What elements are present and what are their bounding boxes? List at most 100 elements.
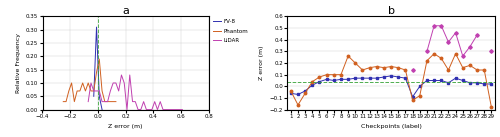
Phantom — [366, 67, 372, 68]
Phantom — [110, 101, 116, 102]
Line: Phantom: Phantom — [290, 52, 492, 109]
FV-8 — [482, 83, 488, 85]
LiDAR — [168, 109, 174, 110]
Phantom — [402, 69, 408, 71]
LiDAR — [130, 101, 136, 102]
Phantom — [80, 82, 86, 84]
LiDAR — [94, 90, 100, 92]
LiDAR — [157, 101, 163, 102]
FV-8 — [345, 79, 351, 80]
LiDAR — [138, 109, 144, 110]
Phantom — [68, 82, 74, 84]
Phantom — [460, 67, 466, 68]
FV-8 — [99, 109, 105, 110]
FV-8 — [488, 83, 494, 85]
Phantom — [352, 62, 358, 64]
Phantom — [96, 58, 102, 60]
Phantom — [345, 55, 351, 57]
Phantom — [99, 90, 105, 92]
Phantom — [94, 72, 100, 73]
LiDAR — [174, 109, 180, 110]
LiDAR — [104, 101, 110, 102]
Phantom — [60, 101, 66, 102]
Phantom — [417, 95, 423, 96]
FV-8 — [352, 77, 358, 79]
Legend: FV-8, Phantom, LiDAR: FV-8, Phantom, LiDAR — [213, 19, 248, 43]
FV-8 — [295, 94, 301, 95]
LiDAR — [146, 109, 152, 110]
FV-8 — [96, 95, 102, 97]
FV-8 — [374, 77, 380, 79]
FV-8 — [90, 95, 96, 97]
Phantom — [381, 67, 387, 68]
FV-8 — [381, 76, 387, 78]
FV-8 — [388, 75, 394, 77]
Phantom — [431, 53, 437, 55]
FV-8 — [417, 85, 423, 87]
Phantom — [488, 106, 494, 108]
FV-8 — [360, 77, 366, 79]
LiDAR — [121, 82, 127, 84]
FV-8 — [446, 82, 452, 84]
Phantom — [331, 74, 337, 75]
Phantom — [374, 66, 380, 67]
FV-8 — [366, 77, 372, 79]
LiDAR — [152, 101, 158, 102]
FV-8 — [331, 80, 337, 81]
LiDAR — [163, 109, 169, 110]
FV-8 — [474, 82, 480, 84]
FV-8 — [302, 90, 308, 92]
LiDAR — [154, 109, 160, 110]
LiDAR — [160, 109, 166, 110]
LiDAR — [135, 109, 141, 110]
Phantom — [88, 90, 94, 92]
LiDAR — [140, 101, 146, 102]
LiDAR — [149, 109, 155, 110]
X-axis label: Checkpoints (label): Checkpoints (label) — [360, 124, 422, 129]
FV-8 — [338, 79, 344, 80]
FV-8 — [431, 80, 437, 81]
FV-8 — [324, 79, 330, 80]
Phantom — [482, 69, 488, 71]
FV-8 — [310, 84, 316, 86]
FV-8 — [452, 77, 458, 79]
Title: a: a — [122, 6, 129, 16]
Phantom — [388, 66, 394, 67]
Phantom — [467, 65, 473, 66]
Phantom — [82, 90, 88, 92]
Phantom — [316, 76, 322, 78]
LiDAR — [171, 109, 177, 110]
Phantom — [295, 104, 301, 106]
LiDAR — [102, 101, 108, 102]
FV-8 — [94, 26, 100, 28]
FV-8 — [438, 80, 444, 81]
Phantom — [72, 101, 78, 102]
LiDAR — [118, 74, 124, 76]
LiDAR — [124, 109, 130, 110]
Y-axis label: Relative Frequency: Relative Frequency — [16, 33, 20, 93]
Phantom — [113, 101, 119, 102]
Phantom — [63, 101, 69, 102]
LiDAR — [110, 82, 116, 84]
Phantom — [338, 74, 344, 75]
LiDAR — [144, 109, 150, 110]
FV-8 — [288, 92, 294, 94]
LiDAR — [90, 90, 96, 92]
Phantom — [396, 67, 402, 68]
Phantom — [302, 92, 308, 94]
FV-8 — [396, 76, 402, 78]
X-axis label: Z error (m): Z error (m) — [108, 124, 143, 129]
Phantom — [77, 90, 83, 92]
Phantom — [108, 101, 114, 102]
FV-8 — [316, 81, 322, 82]
Phantom — [324, 74, 330, 75]
Phantom — [424, 60, 430, 62]
FV-8 — [402, 77, 408, 79]
LiDAR — [113, 82, 119, 84]
LiDAR — [85, 101, 91, 102]
Phantom — [446, 69, 452, 71]
Line: LiDAR: LiDAR — [88, 75, 182, 110]
Phantom — [90, 90, 96, 92]
Phantom — [310, 81, 316, 82]
FV-8 — [467, 82, 473, 84]
